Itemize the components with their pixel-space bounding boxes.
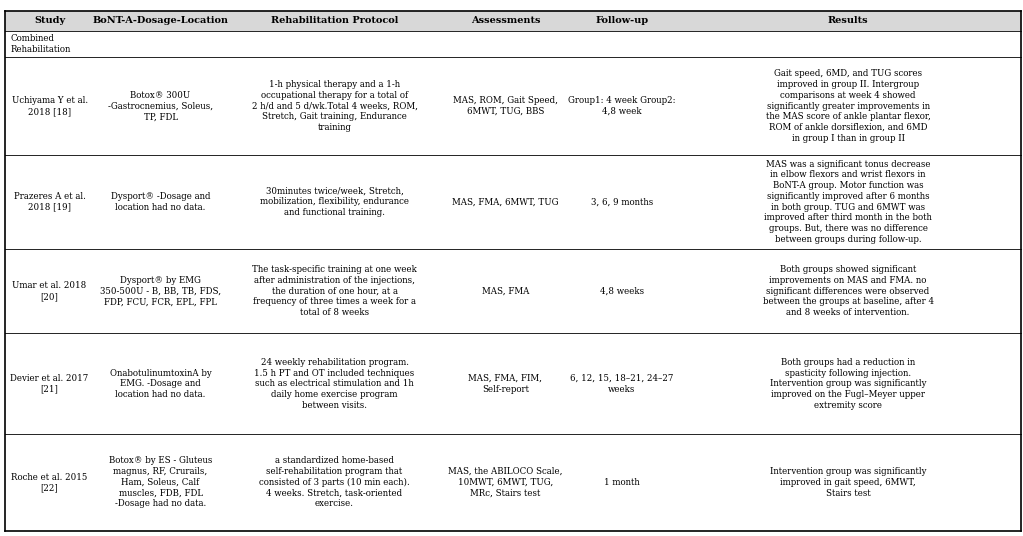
Text: 24 weekly rehabilitation program.
1.5 h PT and OT included techniques
such as el: 24 weekly rehabilitation program. 1.5 h … <box>255 358 414 410</box>
Text: Botox® 300U
-Gastrocnemius, Soleus,
TP, FDL: Botox® 300U -Gastrocnemius, Soleus, TP, … <box>108 91 213 121</box>
Text: Both groups showed significant
improvements on MAS and FMA. no
significant diffe: Both groups showed significant improveme… <box>762 265 934 317</box>
Bar <box>5 333 1021 434</box>
Text: Devier et al. 2017
[21]: Devier et al. 2017 [21] <box>10 374 89 393</box>
Text: Assessments: Assessments <box>471 17 540 25</box>
Text: Intervention group was significantly
improved in gait speed, 6MWT,
Stairs test: Intervention group was significantly imp… <box>770 467 926 497</box>
Text: 1-h physical therapy and a 1-h
occupational therapy for a total of
2 h/d and 5 d: 1-h physical therapy and a 1-h occupatio… <box>252 80 417 132</box>
Text: BoNT-A-Dosage-Location: BoNT-A-Dosage-Location <box>93 17 228 25</box>
Text: MAS was a significant tonus decrease
in elbow flexors and wrist flexors in
BoNT-: MAS was a significant tonus decrease in … <box>764 160 932 244</box>
Text: Umar et al. 2018
[20]: Umar et al. 2018 [20] <box>12 281 87 301</box>
Text: Rehabilitation Protocol: Rehabilitation Protocol <box>271 17 398 25</box>
Text: Dysport® -Dosage and
location had no data.: Dysport® -Dosage and location had no dat… <box>110 192 211 212</box>
Text: Gait speed, 6MD, and TUG scores
improved in group II. Intergroup
comparisons at : Gait speed, 6MD, and TUG scores improved… <box>765 69 931 143</box>
Text: MAS, the ABILOCO Scale,
10MWT, 6MWT, TUG,
MRc, Stairs test: MAS, the ABILOCO Scale, 10MWT, 6MWT, TUG… <box>448 467 563 497</box>
Bar <box>5 31 1021 57</box>
Bar <box>5 11 1021 31</box>
Text: Combined
Rehabilitation: Combined Rehabilitation <box>10 34 71 54</box>
Text: Both groups had a reduction in
spasticity following injection.
Intervention grou: Both groups had a reduction in spasticit… <box>770 358 926 410</box>
Text: Dysport® by EMG
350-500U - B, BB, TB, FDS,
FDP, FCU, FCR, EPL, FPL: Dysport® by EMG 350-500U - B, BB, TB, FD… <box>100 276 221 306</box>
Text: MAS, FMA: MAS, FMA <box>482 287 529 295</box>
Text: 4,8 weeks: 4,8 weeks <box>599 287 644 295</box>
Text: MAS, FMA, 6MWT, TUG: MAS, FMA, 6MWT, TUG <box>452 197 559 206</box>
Text: 3, 6, 9 months: 3, 6, 9 months <box>591 197 653 206</box>
Bar <box>5 434 1021 531</box>
Text: Prazeres A et al.
2018 [19]: Prazeres A et al. 2018 [19] <box>13 192 86 212</box>
Bar <box>5 155 1021 249</box>
Text: 6, 12, 15, 18–21, 24–27
weeks: 6, 12, 15, 18–21, 24–27 weeks <box>570 374 674 393</box>
Text: Study: Study <box>34 17 65 25</box>
Text: Uchiyama Y et al.
2018 [18]: Uchiyama Y et al. 2018 [18] <box>11 96 88 116</box>
Text: Results: Results <box>828 17 869 25</box>
Text: 30minutes twice/week, Stretch,
mobilization, flexibility, endurance
and function: 30minutes twice/week, Stretch, mobilizat… <box>260 187 409 217</box>
Text: MAS, ROM, Gait Speed,
6MWT, TUG, BBS: MAS, ROM, Gait Speed, 6MWT, TUG, BBS <box>453 96 558 116</box>
Text: The task-specific training at one week
after administration of the injections,
t: The task-specific training at one week a… <box>252 265 417 317</box>
Text: Group1: 4 week Group2:
4,8 week: Group1: 4 week Group2: 4,8 week <box>568 96 676 116</box>
Text: Botox® by ES - Gluteus
magnus, RF, Crurails,
Ham, Soleus, Calf
muscles, FDB, FDL: Botox® by ES - Gluteus magnus, RF, Crura… <box>108 456 213 509</box>
Text: Follow-up: Follow-up <box>595 17 649 25</box>
Bar <box>5 249 1021 333</box>
Bar <box>5 57 1021 155</box>
Text: a standardized home-based
self-rehabilitation program that
consisted of 3 parts : a standardized home-based self-rehabilit… <box>259 456 410 509</box>
Text: Roche et al. 2015
[22]: Roche et al. 2015 [22] <box>11 473 88 492</box>
Text: OnabotulinumtoxinA by
EMG. -Dosage and
location had no data.: OnabotulinumtoxinA by EMG. -Dosage and l… <box>109 369 212 399</box>
Text: MAS, FMA, FIM,
Self-report: MAS, FMA, FIM, Self-report <box>469 374 542 393</box>
Text: 1 month: 1 month <box>605 478 639 487</box>
